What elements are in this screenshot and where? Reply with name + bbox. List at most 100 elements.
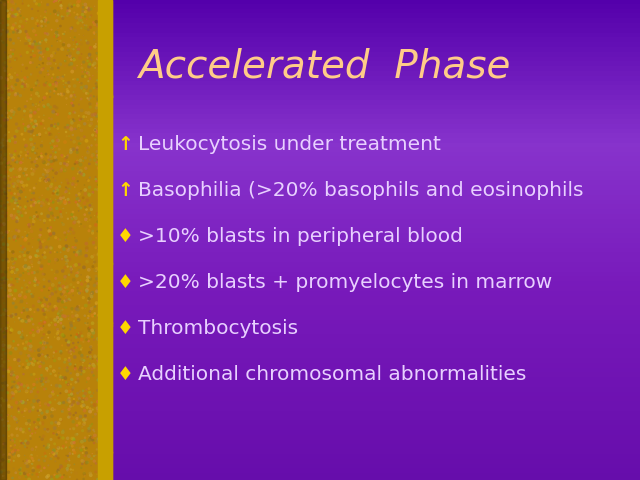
Point	[106, 115, 116, 123]
Point	[58, 233, 68, 241]
Point	[0, 154, 9, 162]
Point	[7, 255, 17, 263]
Point	[3, 115, 13, 122]
Point	[29, 290, 39, 298]
Point	[61, 444, 72, 451]
Point	[22, 230, 33, 238]
Point	[44, 287, 54, 294]
Point	[68, 208, 78, 216]
Point	[54, 283, 64, 291]
Point	[13, 386, 24, 394]
Point	[22, 73, 33, 81]
Point	[52, 214, 63, 221]
Point	[91, 175, 101, 183]
Point	[5, 52, 15, 60]
Point	[0, 284, 6, 292]
Point	[15, 291, 25, 299]
Point	[35, 399, 45, 407]
Point	[19, 413, 29, 420]
Point	[67, 415, 77, 422]
Point	[92, 151, 102, 159]
Point	[8, 371, 19, 379]
Point	[19, 107, 29, 115]
Point	[51, 453, 61, 460]
Point	[8, 465, 19, 472]
Point	[3, 0, 13, 6]
Point	[0, 1, 10, 9]
Bar	[112, 95, 640, 101]
Point	[55, 60, 65, 68]
Point	[26, 214, 36, 222]
Point	[47, 121, 57, 129]
Point	[97, 297, 107, 305]
Point	[66, 146, 76, 154]
Point	[86, 402, 97, 410]
Point	[9, 233, 19, 241]
Point	[68, 434, 79, 442]
Point	[34, 326, 44, 334]
Point	[13, 202, 23, 210]
Point	[0, 64, 10, 72]
Point	[26, 290, 36, 298]
Point	[93, 335, 103, 343]
Point	[71, 237, 81, 245]
Point	[35, 194, 45, 202]
Point	[70, 125, 81, 133]
Point	[6, 162, 16, 170]
Text: Additional chromosomal abnormalities: Additional chromosomal abnormalities	[138, 365, 526, 384]
Point	[63, 123, 73, 131]
Point	[24, 340, 34, 348]
Point	[56, 249, 66, 256]
Point	[102, 135, 112, 143]
Point	[81, 22, 92, 29]
Point	[64, 391, 74, 399]
Point	[64, 132, 74, 140]
Point	[74, 420, 84, 427]
Point	[67, 386, 77, 394]
Point	[78, 387, 88, 395]
Point	[13, 406, 24, 414]
Point	[65, 348, 76, 355]
Bar	[112, 157, 640, 163]
Bar	[112, 153, 640, 158]
Point	[29, 357, 40, 365]
Point	[44, 176, 54, 183]
Point	[101, 428, 111, 435]
Point	[24, 128, 34, 135]
Point	[12, 76, 22, 84]
Point	[62, 283, 72, 291]
Point	[42, 1, 52, 9]
Point	[95, 253, 105, 261]
Point	[98, 61, 108, 69]
Point	[39, 283, 49, 290]
Point	[70, 365, 81, 372]
Point	[57, 204, 67, 212]
Point	[76, 446, 86, 454]
Point	[60, 273, 70, 280]
Point	[0, 205, 8, 213]
Point	[63, 151, 73, 159]
Point	[46, 151, 56, 158]
Point	[51, 82, 61, 90]
Point	[15, 37, 26, 45]
Point	[15, 18, 26, 25]
Point	[8, 39, 19, 47]
Point	[46, 290, 56, 298]
Point	[101, 368, 111, 375]
Point	[22, 221, 33, 229]
Point	[46, 279, 56, 287]
Point	[93, 54, 104, 62]
Point	[17, 212, 27, 219]
Point	[6, 442, 16, 450]
Point	[20, 317, 31, 324]
Point	[95, 347, 105, 355]
Point	[70, 409, 81, 417]
Point	[58, 376, 68, 384]
Point	[101, 466, 111, 473]
Point	[66, 60, 76, 68]
Point	[79, 444, 89, 451]
Point	[24, 240, 34, 247]
Point	[79, 392, 89, 400]
Point	[80, 12, 90, 20]
Point	[24, 341, 34, 348]
